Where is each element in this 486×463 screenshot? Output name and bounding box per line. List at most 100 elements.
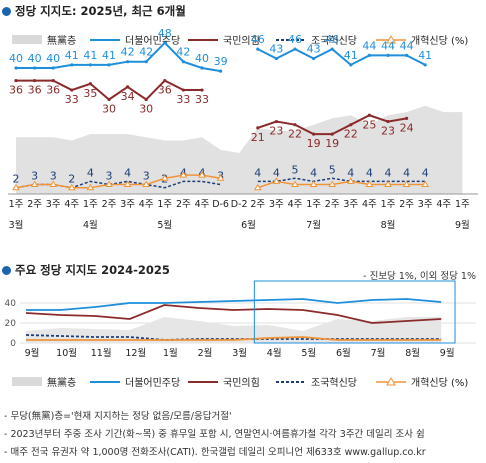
chart1-header: 정당 지지도: 2025년, 최근 6개월 [2,3,186,19]
data-label: 44 [400,39,414,52]
x-tick-label: 7월 [371,347,386,359]
chart2-title: 주요 정당 지지도 2024-2025 [15,263,170,277]
data-point [219,69,223,73]
data-point [346,177,355,184]
x-tick-label: 6월 [336,347,351,359]
series-line-3 [15,174,221,189]
data-label: 40 [46,52,60,65]
month-label: 8월 [381,219,396,231]
data-point [386,53,390,57]
bullet-icon [2,6,11,16]
data-label: 25 [362,118,376,131]
x-tick-label: 4주 [436,199,451,210]
data-label: 3 [31,170,38,183]
data-label: 42 [121,46,135,59]
legend-swatch-marker [386,34,396,44]
data-point [198,171,206,178]
data-label: 42 [176,46,190,59]
series-line-3 [26,336,442,341]
data-label: 22 [288,128,302,141]
data-point [274,56,278,61]
legend-swatch [12,377,42,386]
x-tick-label: 2주 [102,199,117,210]
data-point [30,180,39,188]
data-point [88,63,92,67]
data-label: 4 [273,166,280,179]
month-label: 6월 [241,219,256,231]
data-point [365,180,374,188]
data-point [253,183,262,191]
series-line-1 [16,79,202,101]
data-label: 40 [195,52,209,65]
x-tick-label: 4주 [64,199,79,210]
x-tick-label: 1주 [83,199,98,210]
data-point [216,174,225,181]
legend-label: 無黨층 [47,376,76,389]
x-tick-label: 3주 [343,199,358,210]
data-label: 24 [400,121,414,134]
month-label: 3월 [9,219,24,231]
x-tick-label: 1주 [381,199,396,210]
data-point [293,123,297,127]
data-point [51,79,55,83]
data-label: 4 [87,166,94,179]
x-tick-label: 3월 [232,347,247,359]
data-point [163,41,167,45]
data-label: 41 [418,49,432,62]
data-point [349,63,353,67]
data-label: 4 [310,166,317,179]
data-label: 41 [83,49,97,62]
data-point [405,116,409,120]
data-point [70,88,74,92]
x-tick-label: D-2 [231,199,248,210]
x-tick-label: 3주 [269,199,284,210]
x-tick-label: 2주 [399,199,414,210]
data-point [349,123,353,127]
data-point [33,79,37,83]
data-point [293,47,297,51]
x-tick-label: 3주 [120,199,135,210]
data-point [88,82,92,86]
data-point [328,180,337,188]
data-label: 5 [292,163,299,176]
x-tick-label: 4주 [288,199,303,210]
data-label: 34 [121,90,135,103]
x-tick-label: 1주 [9,199,24,210]
footnote-1: - 무당(無黨)층='현재 지지하는 정당 없음/모름/응답거절' [4,411,232,422]
x-tick-label: 11월 [91,347,112,359]
data-point [142,180,151,188]
chart1-title: 정당 지지도: 2025년, 최근 6개월 [15,4,186,18]
highlight-box [253,280,456,344]
data-point [70,63,74,67]
data-point [200,66,204,70]
data-label: 36 [158,84,172,97]
data-label: 2 [68,173,75,186]
data-point [367,53,371,57]
legend-label: 無黨층 [47,34,76,47]
data-point [126,60,130,64]
month-label: 9월 [455,219,470,231]
data-point [384,180,392,188]
data-label: 19 [307,137,321,150]
data-label: 21 [251,131,265,144]
data-point [33,66,37,70]
x-tick-label: 4주 [139,199,154,210]
data-label: 5 [329,163,336,176]
data-point [312,132,316,136]
data-label: 30 [139,103,153,116]
data-label: 41 [102,49,116,62]
data-label: 4 [124,166,131,179]
x-tick-label: 9월 [440,347,455,359]
series-line-0 [16,41,221,73]
y-tick-label: 0 [10,339,16,349]
series-line-2 [257,177,426,183]
series-line-1 [25,304,442,324]
data-point [181,60,185,64]
series-line-2 [25,334,442,341]
series-area-nodang [26,317,442,343]
data-point [14,66,18,70]
data-point [330,47,334,51]
data-point [12,183,20,191]
month-label: 5월 [157,219,172,231]
data-point [144,97,148,102]
